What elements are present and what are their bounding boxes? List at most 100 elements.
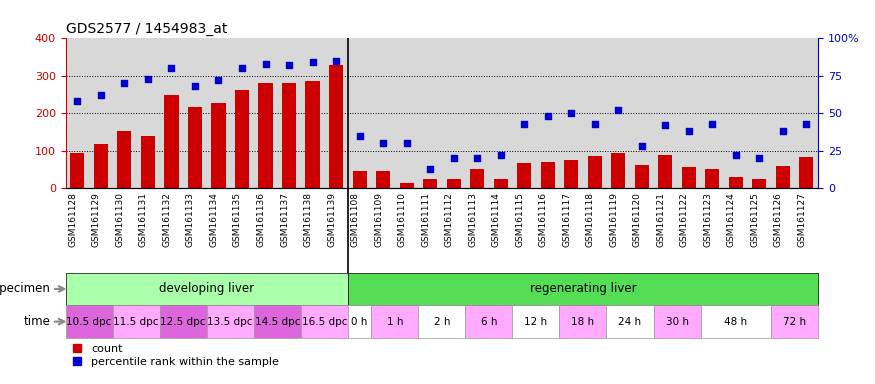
Text: 12.5 dpc: 12.5 dpc — [160, 316, 206, 327]
Bar — [776, 166, 790, 188]
Bar — [682, 167, 696, 188]
Bar — [400, 182, 414, 188]
Bar — [70, 152, 85, 188]
Bar — [701, 305, 771, 338]
Bar — [94, 144, 108, 188]
Point — [752, 155, 766, 161]
Bar — [446, 179, 461, 188]
Text: GSM161110: GSM161110 — [397, 192, 407, 247]
Text: GSM161117: GSM161117 — [563, 192, 571, 247]
Bar — [113, 305, 160, 338]
Text: GSM161121: GSM161121 — [656, 192, 665, 247]
Bar — [329, 65, 343, 188]
Bar — [353, 170, 367, 188]
Point — [258, 61, 272, 67]
Text: GSM161111: GSM161111 — [421, 192, 430, 247]
Point — [70, 98, 84, 104]
Text: 0 h: 0 h — [352, 316, 367, 327]
Point — [470, 155, 484, 161]
Point — [705, 121, 719, 127]
Text: 6 h: 6 h — [480, 316, 497, 327]
Bar — [424, 179, 438, 188]
Text: developing liver: developing liver — [159, 283, 255, 295]
Text: 11.5 dpc: 11.5 dpc — [114, 316, 159, 327]
Text: 24 h: 24 h — [619, 316, 641, 327]
Point — [305, 59, 319, 65]
Bar — [301, 305, 348, 338]
Bar — [493, 179, 507, 188]
Text: 13.5 dpc: 13.5 dpc — [207, 316, 253, 327]
Bar — [212, 103, 226, 188]
Point — [658, 122, 672, 128]
Point — [235, 65, 249, 71]
Text: GSM161131: GSM161131 — [139, 192, 148, 247]
Bar — [800, 157, 814, 188]
Bar — [305, 81, 319, 188]
Text: GSM161116: GSM161116 — [539, 192, 548, 247]
Text: 72 h: 72 h — [783, 316, 806, 327]
Bar — [188, 106, 202, 188]
Text: GSM161109: GSM161109 — [374, 192, 383, 247]
Legend: count, percentile rank within the sample: count, percentile rank within the sample — [71, 343, 279, 367]
Text: GSM161139: GSM161139 — [327, 192, 336, 247]
Text: 18 h: 18 h — [571, 316, 594, 327]
Text: 2 h: 2 h — [434, 316, 450, 327]
Point — [117, 80, 131, 86]
Text: 12 h: 12 h — [524, 316, 548, 327]
Text: GSM161112: GSM161112 — [444, 192, 453, 247]
Point — [282, 62, 296, 68]
Bar — [705, 169, 719, 188]
Point — [729, 152, 743, 158]
Bar — [559, 305, 606, 338]
Text: GSM161120: GSM161120 — [633, 192, 641, 247]
Text: GSM161138: GSM161138 — [304, 192, 312, 247]
Bar — [564, 160, 578, 188]
Bar — [376, 170, 390, 188]
Text: GSM161128: GSM161128 — [68, 192, 77, 247]
Bar — [141, 136, 155, 188]
Bar — [513, 305, 559, 338]
Bar — [729, 177, 743, 188]
Bar — [371, 305, 418, 338]
Point — [541, 113, 555, 119]
Bar — [658, 155, 672, 188]
Text: GDS2577 / 1454983_at: GDS2577 / 1454983_at — [66, 22, 227, 36]
Text: regenerating liver: regenerating liver — [529, 283, 636, 295]
Bar — [254, 305, 301, 338]
Bar — [164, 94, 178, 188]
Bar — [654, 305, 701, 338]
Text: GSM161129: GSM161129 — [92, 192, 101, 247]
Bar — [466, 305, 513, 338]
Bar — [258, 83, 273, 188]
Point — [376, 140, 390, 146]
Text: 16.5 dpc: 16.5 dpc — [302, 316, 347, 327]
Bar — [282, 83, 296, 188]
Point — [634, 143, 648, 149]
Bar — [348, 305, 371, 338]
Point — [353, 132, 367, 139]
Point — [682, 128, 696, 134]
Text: GSM161126: GSM161126 — [774, 192, 783, 247]
Text: 10.5 dpc: 10.5 dpc — [66, 316, 112, 327]
Text: 48 h: 48 h — [724, 316, 747, 327]
Text: GSM161132: GSM161132 — [163, 192, 172, 247]
Bar — [606, 305, 654, 338]
Text: GSM161134: GSM161134 — [209, 192, 219, 247]
Bar — [634, 165, 649, 188]
Text: 14.5 dpc: 14.5 dpc — [255, 316, 300, 327]
Point — [424, 166, 438, 172]
Text: GSM161137: GSM161137 — [280, 192, 289, 247]
Bar — [541, 162, 555, 188]
Point — [164, 65, 178, 71]
Point — [612, 107, 626, 113]
Bar — [771, 305, 818, 338]
Bar — [117, 131, 131, 188]
Text: GSM161127: GSM161127 — [797, 192, 807, 247]
Bar — [588, 156, 602, 188]
Bar — [517, 163, 531, 188]
Point — [329, 58, 343, 64]
Text: GSM161118: GSM161118 — [585, 192, 595, 247]
Text: GSM161135: GSM161135 — [233, 192, 242, 247]
Point — [141, 76, 155, 82]
Text: time: time — [24, 315, 51, 328]
